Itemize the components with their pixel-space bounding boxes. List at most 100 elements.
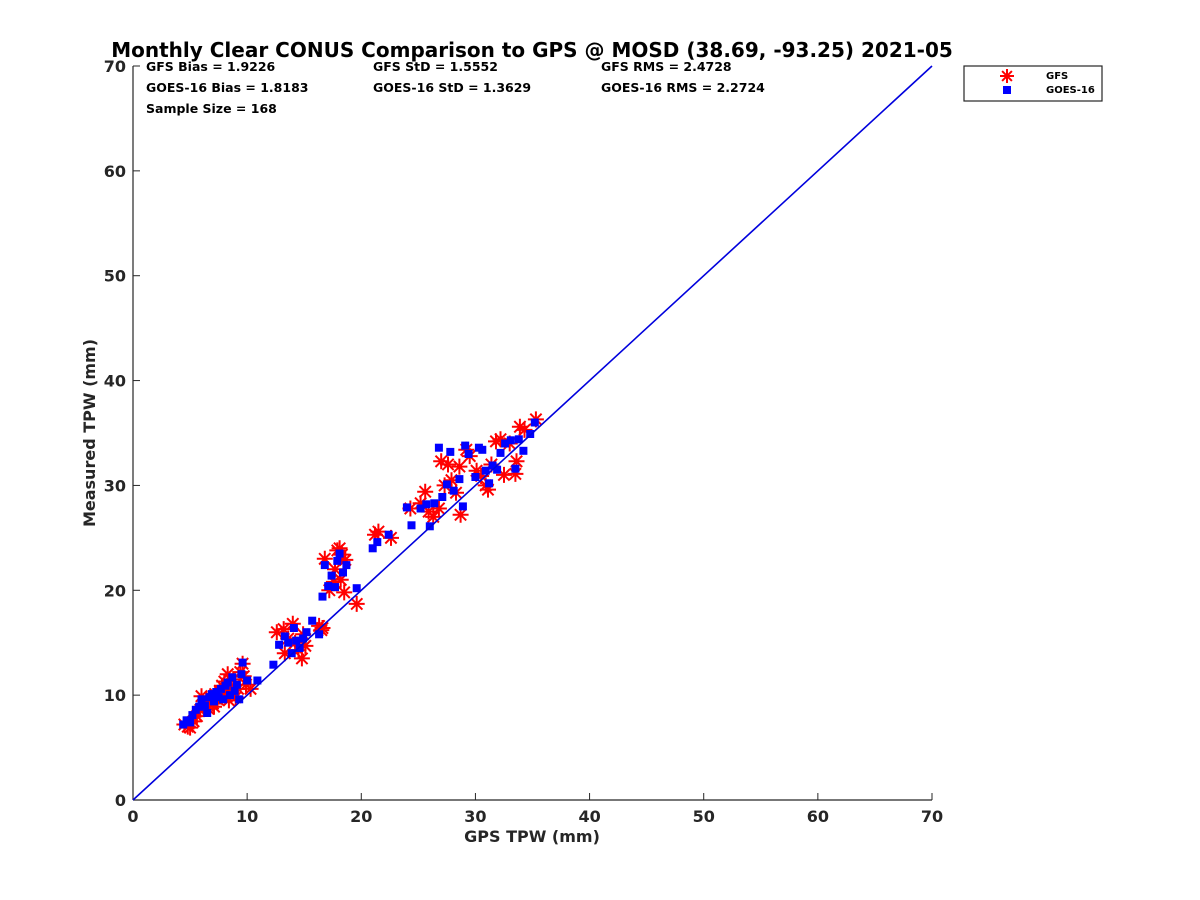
x-axis-label: GPS TPW (mm) [464, 827, 600, 846]
gfs-point [188, 708, 205, 725]
goes16-point [214, 693, 223, 702]
gfs-point [511, 418, 528, 435]
goes16-point [226, 691, 234, 700]
y-tick-label: 20 [104, 581, 126, 600]
goes16-point [402, 503, 411, 512]
goes16-point [253, 676, 262, 685]
gfs-point [206, 698, 222, 715]
goes16-point [335, 549, 344, 558]
gfs-point [425, 508, 442, 525]
goes16-point [506, 436, 515, 445]
goes16-point [384, 530, 393, 539]
goes16-point [302, 628, 311, 637]
goes16-point [210, 697, 218, 706]
legend-goes16-marker [1003, 86, 1011, 94]
goes16-point [318, 592, 327, 601]
goes16-point [275, 640, 284, 649]
one-to-one-line [132, 65, 933, 801]
gfs-point [507, 465, 524, 482]
gfs-point [293, 650, 310, 667]
legend-gfs-label: GFS [1046, 71, 1068, 82]
goes16-point [471, 473, 480, 481]
gfs-point [331, 540, 348, 557]
goes16-point [320, 561, 329, 570]
gfs-point [325, 573, 342, 590]
gfs-point [182, 719, 199, 736]
gfs-point [516, 421, 533, 438]
stat-text: GFS Bias = 1.9226 [146, 59, 276, 74]
goes16-point [203, 709, 212, 717]
goes16-point [458, 502, 467, 511]
goes16-point [235, 695, 244, 704]
goes16-point [212, 688, 221, 696]
stat-text: GFS RMS = 2.4728 [601, 59, 732, 74]
goes16-point [284, 638, 293, 647]
goes16-point [324, 582, 333, 591]
gfs-point [480, 481, 496, 498]
goes16-point [446, 447, 455, 456]
y-tick-label: 70 [104, 57, 126, 76]
y-tick-label: 30 [104, 476, 126, 495]
goes16-point [438, 493, 447, 501]
goes16-point [526, 430, 535, 438]
goes16-point [228, 673, 237, 682]
stat-text: GFS StD = 1.5552 [373, 59, 498, 74]
gfs-point [268, 624, 285, 641]
y-tick-label: 60 [104, 162, 126, 181]
goes16-point [352, 584, 361, 593]
goes16-point [449, 486, 458, 495]
x-tick-label: 60 [807, 807, 829, 826]
goes16-point [243, 676, 252, 685]
goes16-point [186, 718, 195, 727]
goes16-point [195, 702, 204, 711]
gfs-point [276, 645, 293, 662]
goes16-point [230, 686, 239, 695]
goes16-point [289, 624, 298, 632]
gfs-point [327, 561, 343, 578]
goes16-point [464, 450, 473, 458]
x-tick-label: 40 [578, 807, 600, 826]
gfs-point [337, 551, 354, 568]
chart-title: Monthly Clear CONUS Comparison to GPS @ … [111, 38, 953, 62]
stats-group: GFS Bias = 1.9226 GFS StD = 1.5552 GFS RMS… [146, 59, 765, 116]
gfs-point [348, 595, 365, 612]
goes16-point [496, 448, 505, 457]
gfs-point [275, 621, 292, 638]
goes16-point [179, 720, 188, 729]
legend-gfs-marker [1000, 69, 1014, 83]
goes16-point [407, 521, 416, 530]
goes16-point [299, 634, 308, 643]
goes16-point [422, 500, 431, 509]
gfs-point [336, 584, 353, 601]
goes16-point [481, 466, 490, 475]
gfs-point [440, 456, 456, 473]
goes16-point [219, 695, 228, 704]
gfs-point [316, 550, 333, 567]
gfs-point [451, 458, 468, 475]
goes16-point [488, 461, 497, 470]
gfs-point [313, 622, 330, 639]
legend-box [963, 65, 1103, 102]
x-tick-label: 50 [693, 807, 715, 826]
gfs-point [223, 678, 240, 695]
goes16-point [519, 446, 528, 455]
goes16-point [216, 684, 225, 693]
goes16-point [478, 445, 487, 454]
x-tick-label: 10 [236, 807, 258, 826]
gfs-point [492, 431, 509, 448]
goes16-point [434, 443, 443, 452]
goes16-point [442, 480, 451, 489]
gfs-point [219, 666, 236, 683]
goes16-point [416, 504, 425, 513]
goes16-point [308, 616, 317, 625]
goes16-point [237, 670, 246, 679]
gfs-point [242, 680, 259, 697]
goes16-point [188, 711, 197, 720]
goes16-point [197, 695, 206, 704]
goes16-point [501, 439, 510, 448]
gfs-point [430, 500, 447, 517]
stat-text: Sample Size = 168 [146, 101, 277, 116]
goes16-point [207, 690, 216, 699]
goes16-point [315, 630, 324, 639]
